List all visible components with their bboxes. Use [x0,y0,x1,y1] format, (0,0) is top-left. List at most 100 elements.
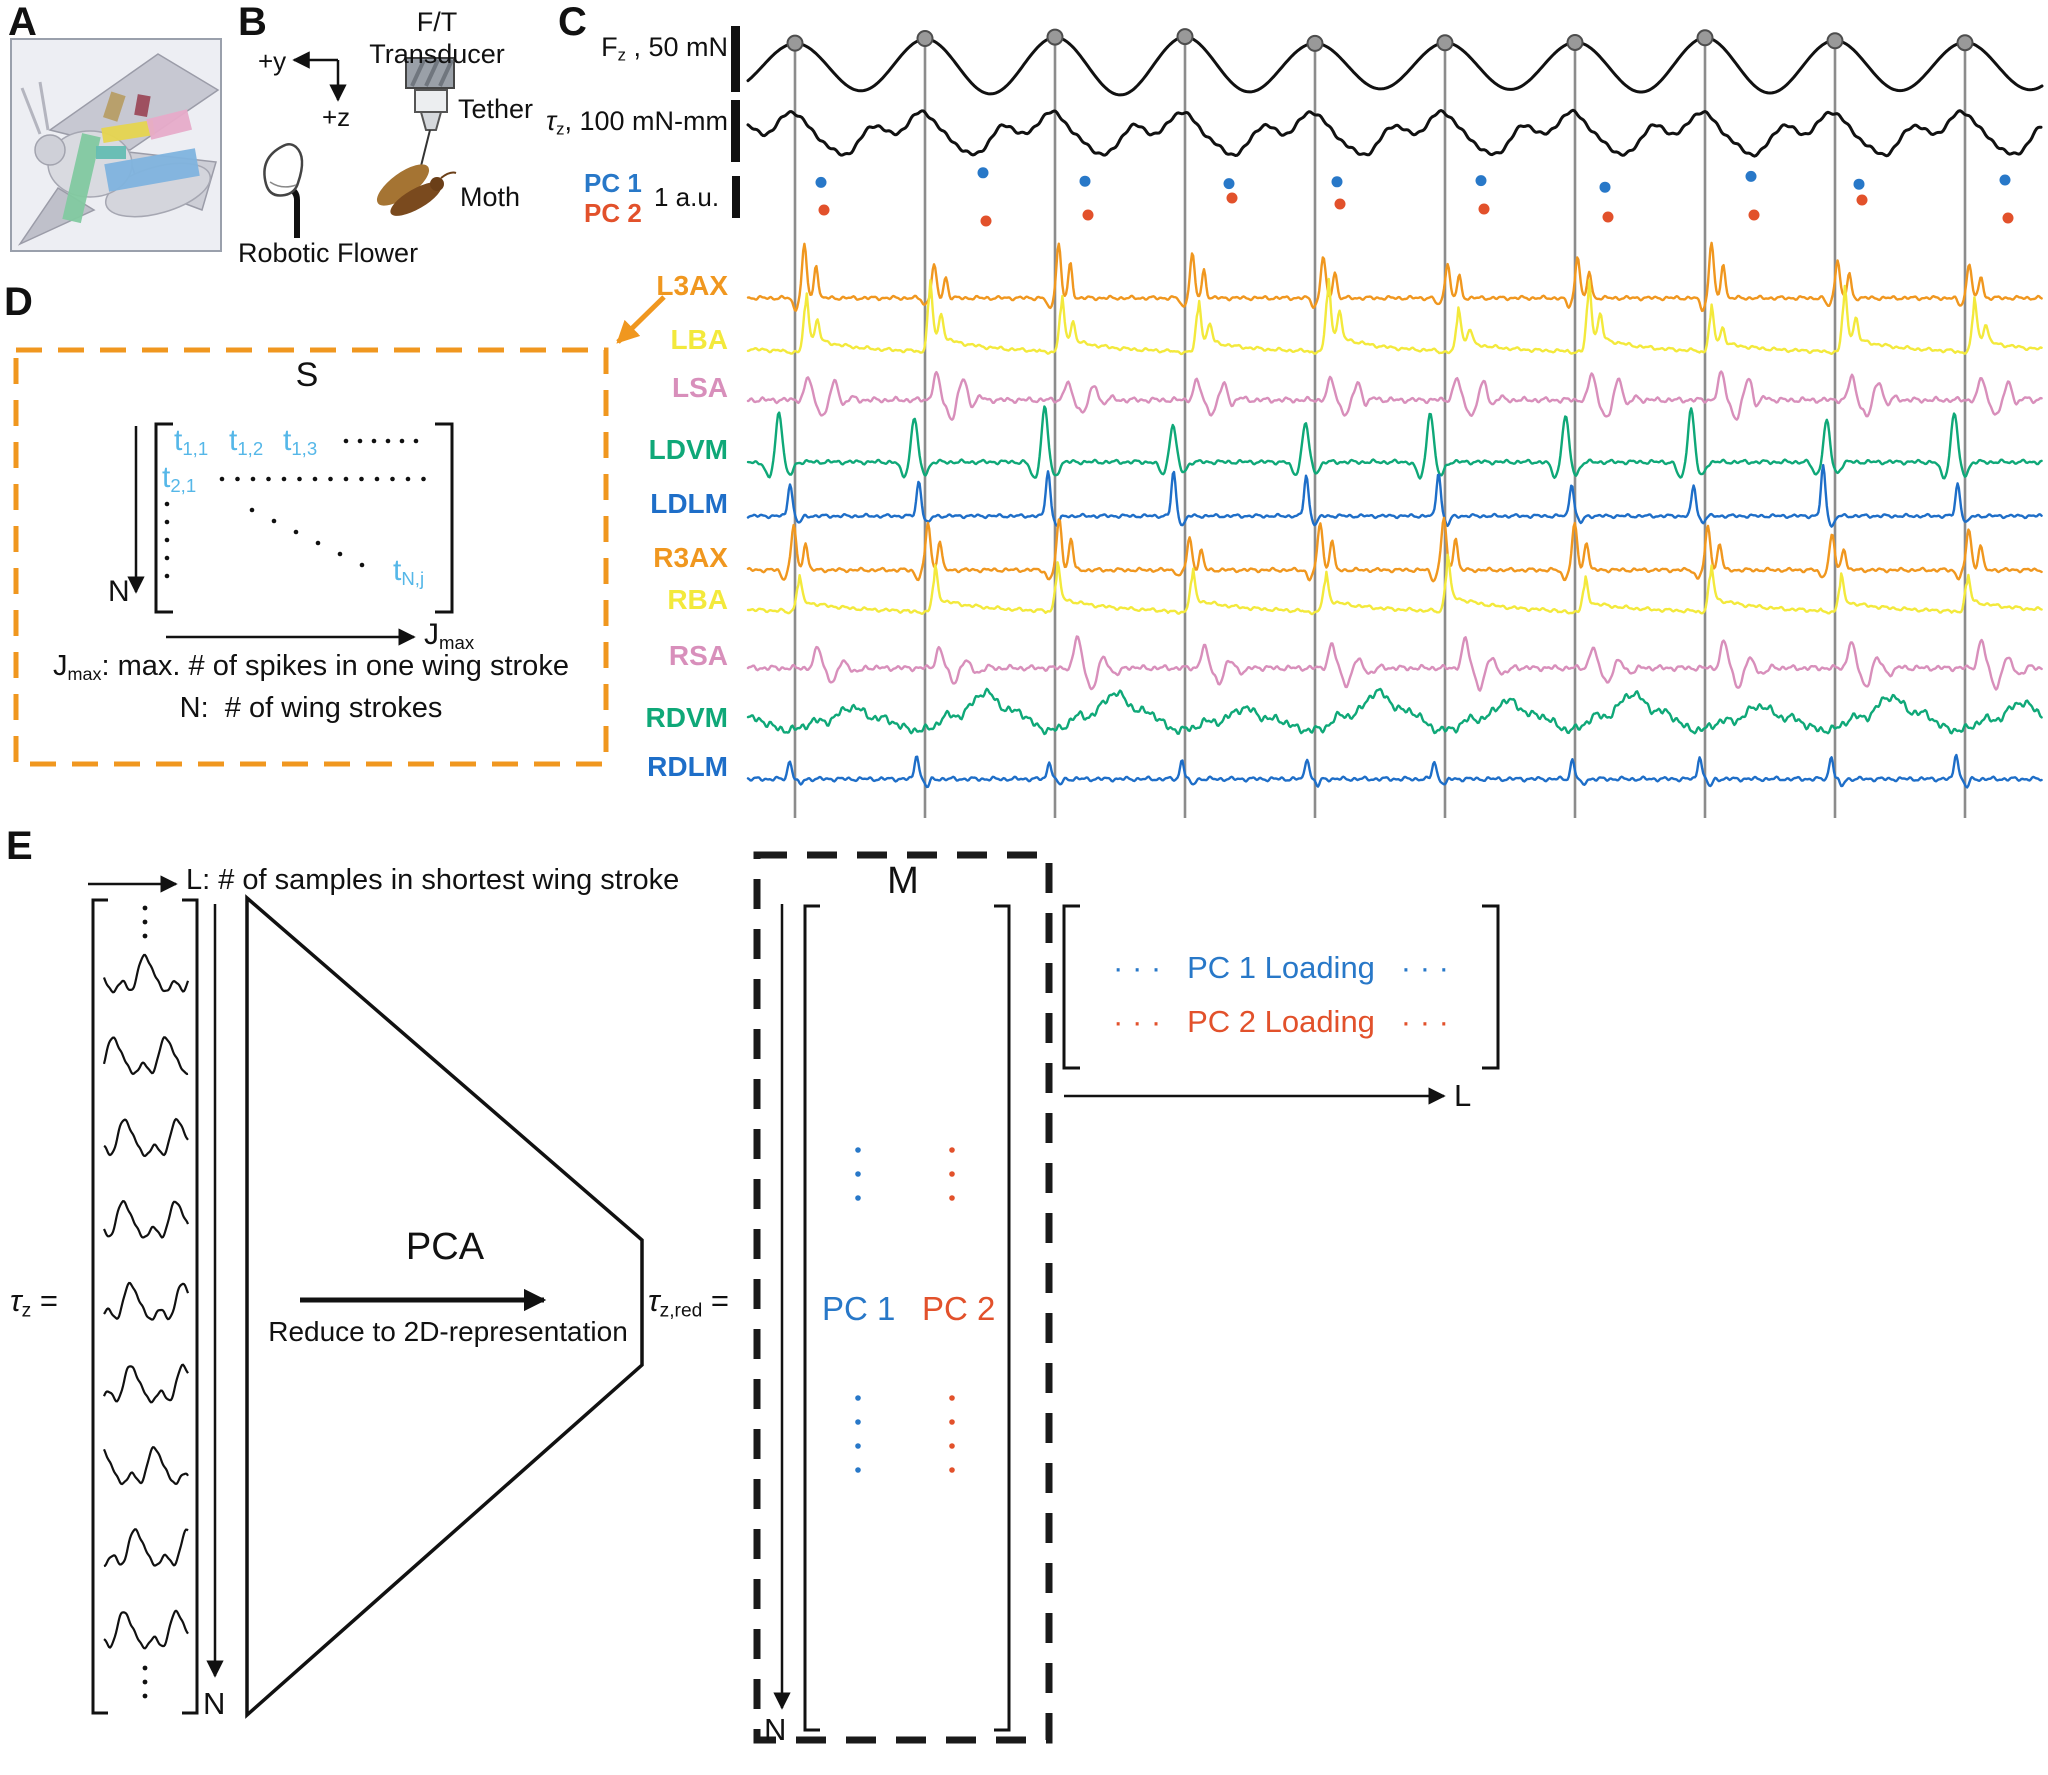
tau-matrix-bracket-right [182,898,199,1715]
pc2-column-dots [949,1147,955,1473]
pc1-dot [1853,178,1865,190]
d-caption-n: N: # of wing strokes [179,692,443,724]
pc1-dot [1475,175,1487,187]
wingstroke-sample-waveform [102,1036,189,1076]
pc2-dot [2002,212,2014,224]
spike-matrix-arrow [616,295,666,344]
pc2-dot [1478,203,1490,215]
trace-label-lsa: LSA [672,372,728,403]
matrix-element-tnj: tN,j [393,554,425,590]
pc1-column-dots [855,1147,861,1473]
matrix-element-t11: t1,1 [174,424,209,460]
panel-d-label: D [4,280,33,324]
wingstroke-peak-marker [786,34,804,52]
antennae [20,81,50,135]
scale-bar [732,176,740,218]
trace-label-ldlm: LDLM [650,488,728,519]
panel-c-label: C [558,0,587,44]
trace-label-rdlm: RDLM [647,751,728,782]
wingstroke-sample-waveform [102,953,190,994]
moth-muscle-3d-render [10,38,222,252]
wingstroke-sample-waveform [103,1117,189,1158]
tether-line [419,129,431,171]
emg-trace-lba [746,277,2043,356]
muscle-block-tan [103,91,126,122]
matrix-element-t12: t1,2 [229,424,264,460]
wingstroke-sample-waveform [102,1363,189,1404]
wingstroke-peak-marker [1566,33,1584,51]
reduce-label: Reduce to 2D-representation [268,1316,628,1347]
pc2-dot [980,215,992,227]
pc2-dot [1082,209,1094,221]
pc1-dot [815,176,827,188]
pc1-dot [1223,178,1235,190]
wingstroke-peak-marker [1176,28,1194,46]
pc1-dot [1999,174,2011,186]
pc1-column-label: PC 1 [822,1290,896,1327]
e-n-label: N [203,1686,226,1721]
ft-transducer-icon [405,57,455,131]
wingstroke-peak-marker [1306,34,1324,52]
matrix-element-t21: t2,1 [162,461,197,497]
pca-funnel [245,894,644,1719]
wingstroke-peak-marker [1826,32,1844,50]
tether-label: Tether [458,94,534,124]
matrix-element-t13: t1,3 [283,424,318,460]
wingstroke-sample-waveform [103,1281,190,1321]
pc2-dot [1334,198,1346,210]
pc1-dot [977,167,989,179]
tau-zred-equals: τz,red = [648,1283,730,1322]
wingstroke-sample-waveform [102,1445,189,1486]
muscle-block-maroon [134,94,151,118]
emg-trace-rsa [746,635,2043,692]
wingstroke-peak-marker [1046,28,1064,46]
tau-matrix-ellipsis-dots [142,905,148,1699]
s-matrix-bracket-right [435,422,454,614]
force-trace-label: Fz , 50 mN [601,32,728,65]
trace-label-rsa: RSA [668,640,728,671]
force-trace [746,35,2044,97]
scale-bar [731,100,740,162]
emg-trace-l3ax [746,241,2043,313]
emg-trace-r3ax [746,516,2043,583]
trace-label-rdvm: RDVM [645,702,728,733]
d-n-label: N [108,575,130,608]
trace-label-r3ax: R3AX [653,542,728,573]
torque-trace-label: τz, 100 mN-mm [545,106,728,139]
robotic-flower-icon [263,143,304,238]
axis-z-label: +z [322,102,351,132]
muscle-block-teal [96,146,126,159]
wingstroke-peak-marker [1696,29,1714,47]
pc1-dot [1079,175,1091,187]
jmax-label: Jmax [424,618,475,654]
muscle-block-green [62,133,101,224]
emg-trace-lsa [746,370,2043,421]
pc1-dot [1331,176,1343,188]
axis-y-label: +y [258,46,287,76]
panel-b-label: B [238,0,267,44]
moth-icon [376,164,457,216]
e-l-label: L [1454,1078,1472,1113]
trace-label-ldvm: LDVM [648,434,728,465]
wingstroke-peak-marker [916,30,934,48]
muscle-block-blue [104,148,200,192]
emg-trace-rba [746,553,2043,616]
muscle-blocks [62,91,200,224]
e-top-caption: L: # of samples in shortest wing stroke [186,864,680,896]
emg-trace-rdlm [746,753,2043,789]
pc2-dot [1856,194,1868,206]
emg-trace-rdvm [746,687,2043,736]
s-matrix-ellipsis-dots [164,438,426,579]
scale-bar [731,26,740,92]
trace-label-l3ax: L3AX [656,270,728,301]
loading-bracket-left [1062,904,1080,1070]
spike-matrix-box [13,347,609,767]
wingstroke-peak-marker [1436,34,1454,52]
robotic-flower-label: Robotic Flower [238,238,419,268]
muscle-block-pink [146,109,193,140]
panel-a-label: A [8,0,37,44]
wingstroke-peak-marker [1956,34,1974,52]
ft-transducer-label: F/T Transducer [369,7,505,70]
